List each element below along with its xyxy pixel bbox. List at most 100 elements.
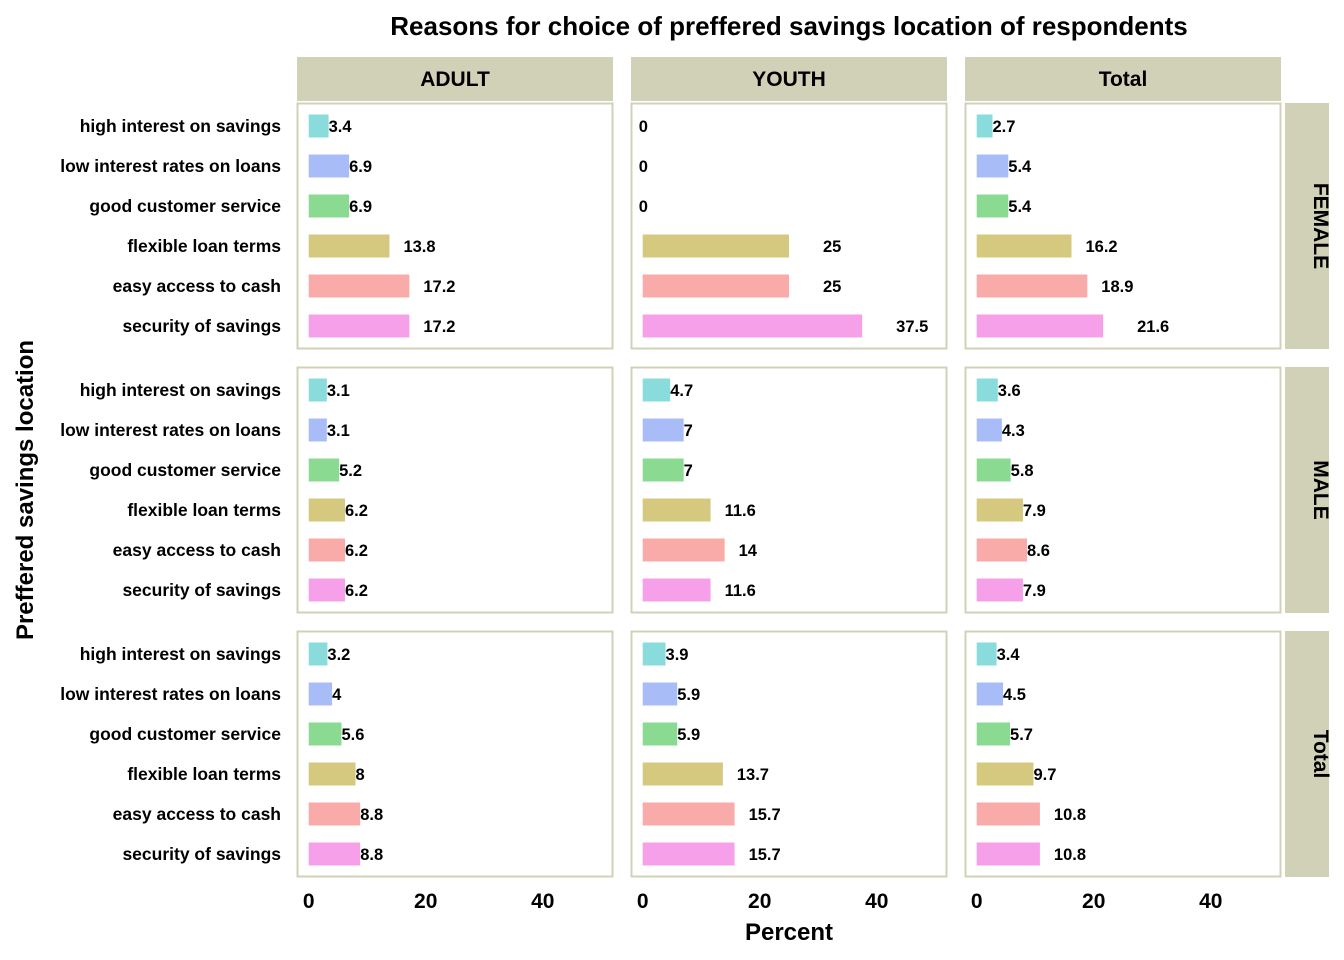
- data-label: 10.8: [1054, 806, 1086, 824]
- y-axis-title: Preffered savings location: [12, 340, 39, 640]
- data-label: 13.7: [737, 766, 769, 784]
- data-label: 16.2: [1086, 238, 1118, 256]
- panel-border: [296, 630, 614, 878]
- bar: [642, 458, 684, 482]
- x-tick-label: 0: [637, 890, 649, 913]
- data-label: 3.2: [327, 646, 350, 664]
- category-label: easy access to cash: [113, 276, 281, 296]
- category-label: easy access to cash: [113, 804, 281, 824]
- data-label: 0: [639, 118, 648, 136]
- bar: [308, 682, 333, 706]
- column-strip-label: ADULT: [420, 68, 490, 91]
- data-label: 7: [684, 462, 693, 480]
- category-label: security of savings: [122, 580, 281, 600]
- x-axis-title: Percent: [745, 919, 833, 946]
- bar: [976, 842, 1040, 866]
- bar: [976, 762, 1034, 786]
- facet-grid: ADULT YOUTH Total FEMALE MALE Total high inter…: [60, 57, 1332, 913]
- data-label: 14: [739, 542, 758, 560]
- bar: [642, 762, 723, 786]
- bar: [976, 498, 1023, 522]
- data-label: 5.4: [1008, 158, 1032, 176]
- x-tick-label: 20: [414, 890, 437, 913]
- column-strip-label: Total: [1099, 68, 1148, 91]
- panel-border: [630, 102, 948, 350]
- data-label: 5.2: [339, 462, 362, 480]
- panel-border: [296, 366, 614, 614]
- column-strip-0: [297, 57, 613, 101]
- data-label: 6.9: [349, 198, 372, 216]
- bar: [308, 314, 410, 338]
- column-strip-2: [965, 57, 1281, 101]
- chart-title: Reasons for choice of preffered savings …: [390, 11, 1188, 41]
- data-label: 37.5: [896, 318, 928, 336]
- data-label: 7.9: [1023, 502, 1046, 520]
- data-label: 5.9: [677, 726, 700, 744]
- data-label: 7.9: [1023, 582, 1046, 600]
- data-label: 25: [823, 278, 841, 296]
- data-label: 11.6: [725, 582, 756, 600]
- bar: [308, 458, 340, 482]
- data-label: 8.8: [360, 846, 383, 864]
- data-label: 11.6: [725, 502, 756, 520]
- data-label: 18.9: [1101, 278, 1133, 296]
- bar: [642, 274, 789, 298]
- category-label: good customer service: [89, 460, 281, 480]
- row-strip-1: [1285, 367, 1329, 613]
- bar: [308, 194, 350, 218]
- bar: [976, 154, 1009, 178]
- bar: [308, 378, 327, 402]
- bar: [976, 194, 1009, 218]
- bar: [308, 842, 361, 866]
- bar: [642, 842, 735, 866]
- row-strip-label: Total: [1309, 730, 1332, 779]
- bar: [308, 154, 350, 178]
- bar: [642, 642, 666, 666]
- data-label: 6.2: [345, 502, 368, 520]
- data-label: 4: [332, 686, 342, 704]
- data-label: 10.8: [1054, 846, 1086, 864]
- data-label: 17.2: [423, 278, 455, 296]
- bar: [308, 418, 327, 442]
- data-label: 3.4: [997, 646, 1021, 664]
- panel-border: [630, 366, 948, 614]
- data-label: 5.4: [1008, 198, 1032, 216]
- data-label: 17.2: [423, 318, 455, 336]
- category-label: high interest on savings: [80, 644, 282, 664]
- bar: [976, 458, 1011, 482]
- data-label: 3.6: [998, 382, 1021, 400]
- panel-border: [296, 102, 614, 350]
- bar: [976, 314, 1104, 338]
- category-label: flexible loan terms: [127, 500, 281, 520]
- data-label: 5.7: [1010, 726, 1033, 744]
- bar: [308, 234, 390, 258]
- data-label: 5.8: [1011, 462, 1034, 480]
- bar: [976, 802, 1040, 826]
- bar: [642, 802, 735, 826]
- bar: [642, 234, 789, 258]
- bar: [642, 418, 684, 442]
- bar: [976, 538, 1028, 562]
- bar: [642, 682, 678, 706]
- data-label: 25: [823, 238, 841, 256]
- data-label: 9.7: [1033, 766, 1056, 784]
- panel-border: [630, 630, 948, 878]
- bar: [308, 498, 345, 522]
- data-label: 8: [356, 766, 365, 784]
- category-label: security of savings: [122, 844, 281, 864]
- bar: [976, 234, 1072, 258]
- bar: [308, 722, 342, 746]
- data-label: 15.7: [749, 806, 781, 824]
- bar: [308, 114, 329, 138]
- x-tick-label: 40: [865, 890, 888, 913]
- data-label: 4.7: [670, 382, 693, 400]
- category-label: low interest rates on loans: [60, 156, 281, 176]
- data-label: 0: [639, 158, 648, 176]
- category-label: good customer service: [89, 196, 281, 216]
- row-strip-2: [1285, 631, 1329, 877]
- data-label: 3.9: [666, 646, 689, 664]
- bar: [976, 114, 993, 138]
- bar: [308, 274, 410, 298]
- bar: [976, 682, 1004, 706]
- data-label: 2.7: [993, 118, 1016, 136]
